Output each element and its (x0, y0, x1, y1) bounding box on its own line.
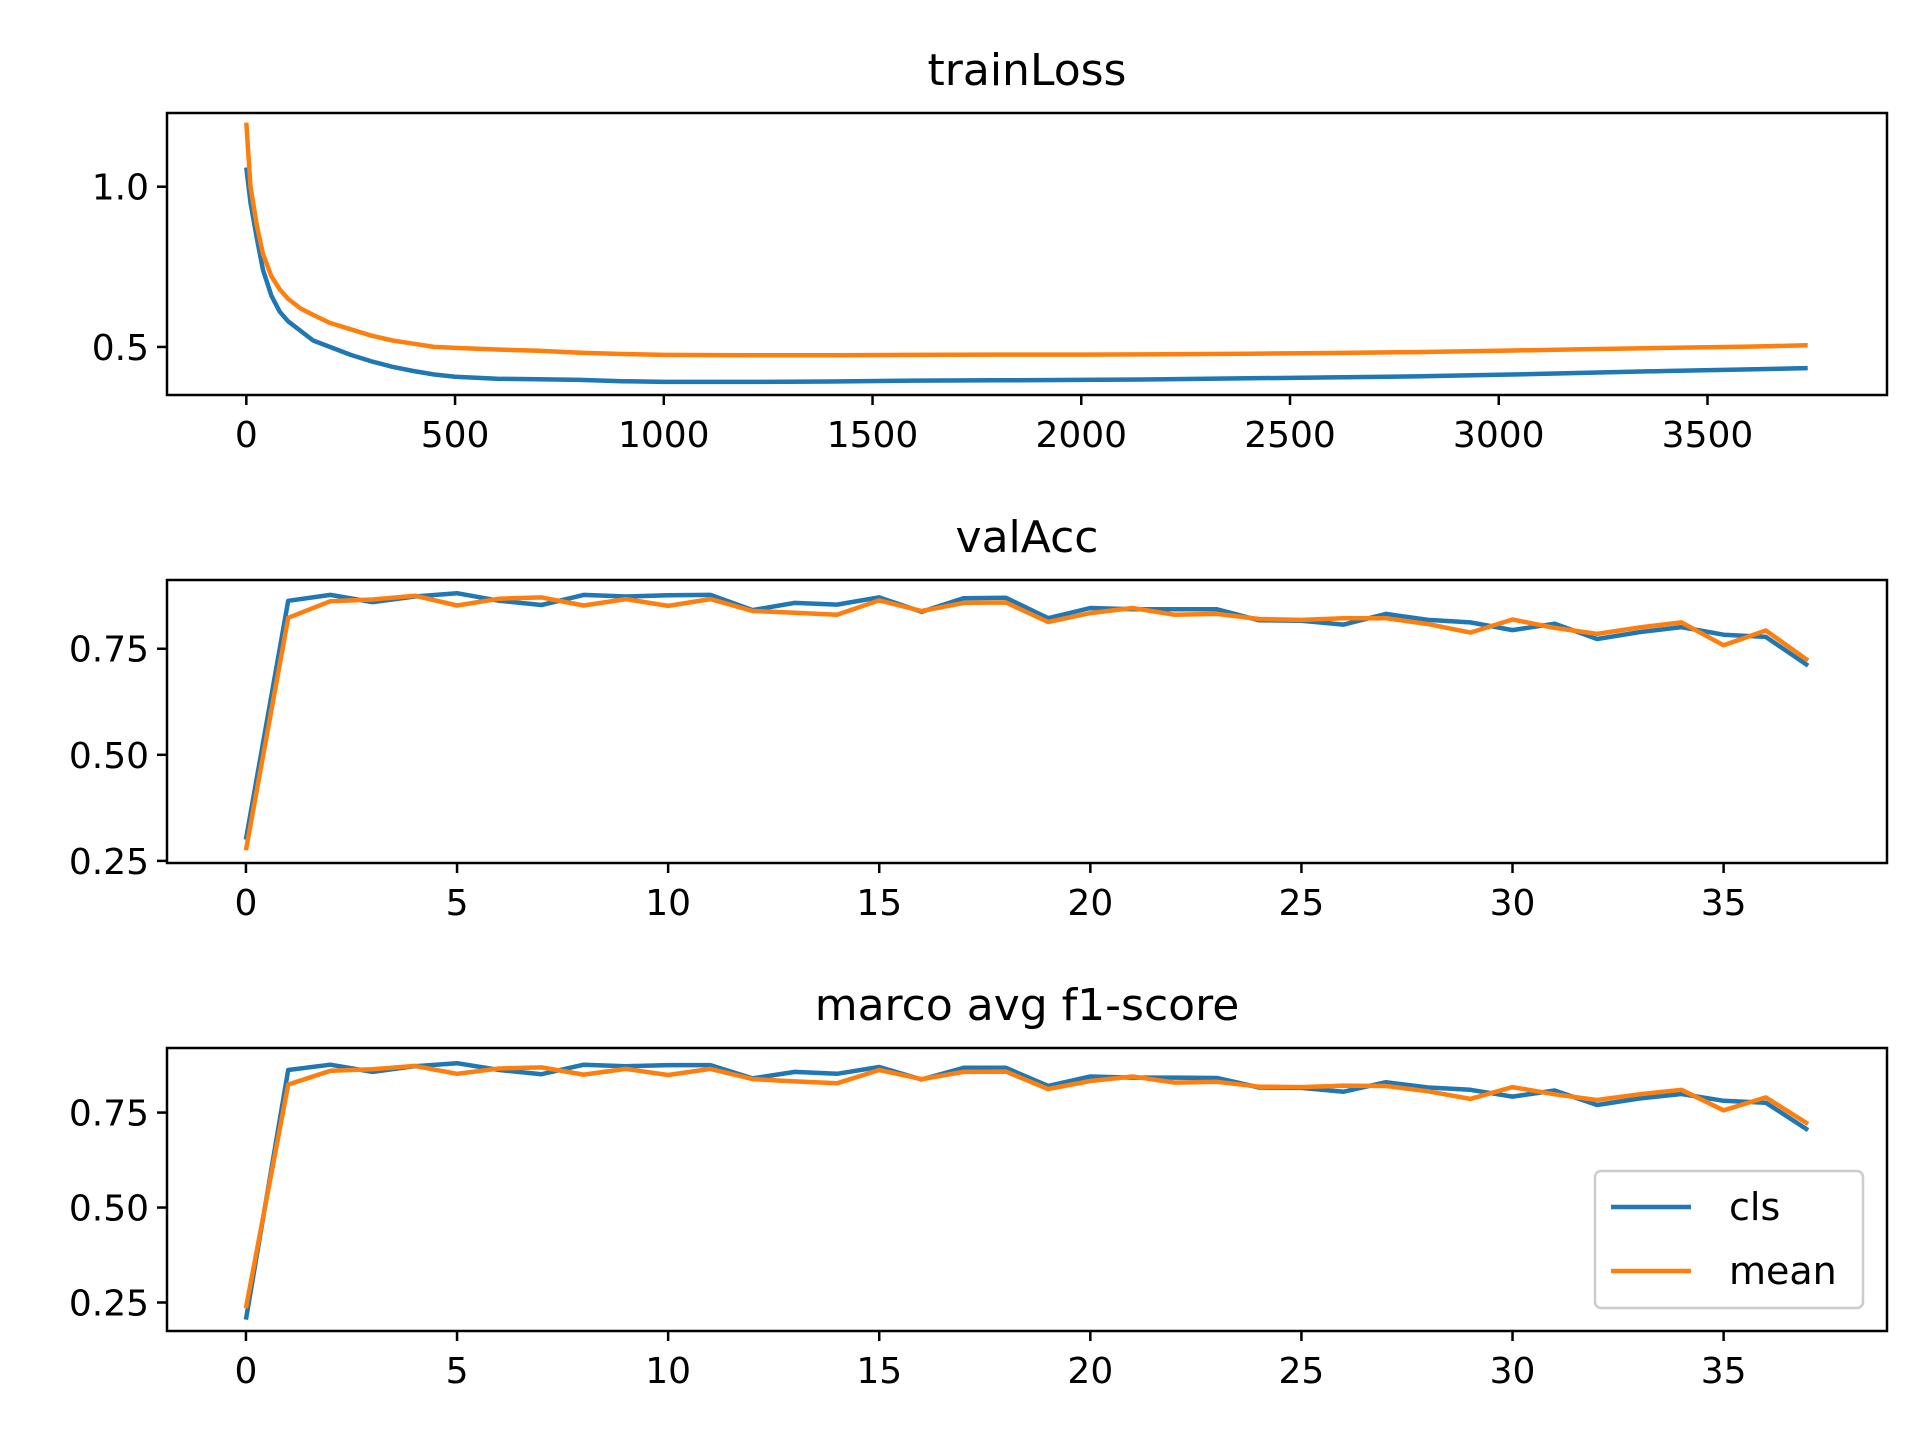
x-tick-label: 5 (446, 883, 469, 924)
subplot-title: valAcc (956, 512, 1099, 563)
subplot-1: trainLoss 0 500 1000 1500 2000 2500 3000 3500 0.5… (92, 45, 1889, 456)
series-line-mean (243, 593, 1810, 851)
y-tick-label: 0.25 (69, 1284, 149, 1325)
x-tick-label: 0 (234, 883, 257, 924)
x-tick-label: 20 (1067, 1351, 1113, 1392)
x-tick-label: 2500 (1244, 415, 1336, 456)
x-tick-label: 10 (645, 883, 691, 924)
legend-label-mean: mean (1729, 1249, 1837, 1293)
x-tick-label: 5 (446, 1351, 469, 1392)
legend: cls mean (1593, 1169, 1865, 1310)
x-tick-label: 30 (1490, 883, 1536, 924)
series-line-mean (244, 122, 1808, 358)
x-tick-label: 30 (1490, 1351, 1536, 1392)
x-tick-label: 25 (1279, 883, 1325, 924)
axes-frame (165, 1046, 1889, 1333)
axes-frame (165, 578, 1889, 865)
y-tick-label: 0.50 (69, 1189, 149, 1230)
y-tick-label: 0.75 (69, 1094, 149, 1135)
x-tick-label: 500 (421, 415, 490, 456)
x-tick-label: 0 (234, 1351, 257, 1392)
x-tick-label: 10 (645, 1351, 691, 1392)
subplot-2: valAcc 0 5 10 15 20 25 30 35 0.25 0.50 0.75 (69, 512, 1889, 924)
series-line-cls (244, 167, 1808, 385)
x-tick-label: 15 (856, 1351, 902, 1392)
series-line-cls (243, 1060, 1810, 1320)
x-tick-label: 35 (1701, 883, 1747, 924)
x-tick-label: 35 (1701, 1351, 1747, 1392)
x-tick-label: 1500 (827, 415, 919, 456)
subplot-title: trainLoss (928, 45, 1127, 96)
x-tick-label: 25 (1279, 1351, 1325, 1392)
y-tick-label: 0.25 (69, 842, 149, 883)
x-tick-label: 2000 (1035, 415, 1127, 456)
axes-frame (165, 111, 1889, 397)
x-tick-label: 15 (856, 883, 902, 924)
y-tick-label: 0.50 (69, 736, 149, 777)
x-tick-label: 3500 (1662, 415, 1754, 456)
y-tick-label: 0.75 (69, 630, 149, 671)
subplot-title: marco avg f1-score (815, 980, 1240, 1031)
x-tick-label: 3000 (1453, 415, 1545, 456)
x-tick-label: 20 (1067, 883, 1113, 924)
subplot-3: marco avg f1-score 0 5 10 15 20 25 30 35 0.25 0.50… (69, 980, 1889, 1392)
series-line-mean (243, 1063, 1810, 1309)
legend-label-cls: cls (1729, 1185, 1780, 1229)
x-tick-label: 0 (235, 415, 258, 456)
x-tick-label: 1000 (618, 415, 710, 456)
y-tick-label: 0.5 (92, 328, 149, 369)
y-tick-label: 1.0 (92, 168, 149, 209)
